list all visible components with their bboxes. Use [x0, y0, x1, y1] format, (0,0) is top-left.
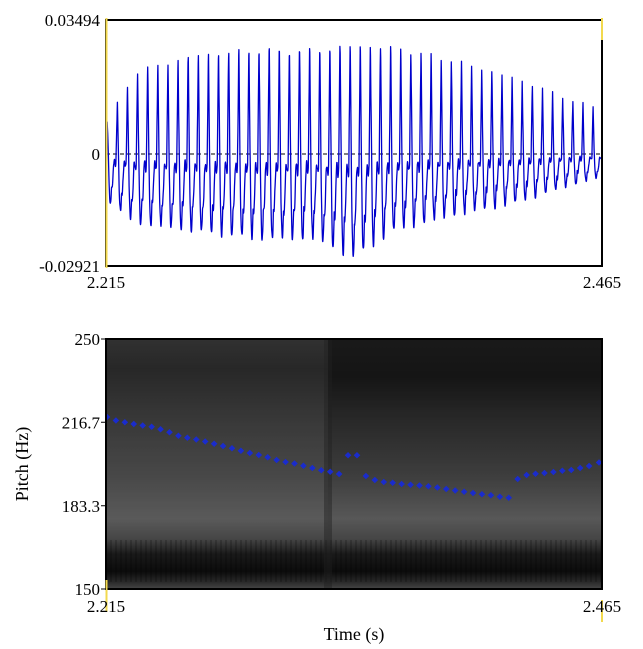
pitch-x-tick-label: 2.465 [583, 597, 621, 616]
pitch-point [335, 470, 343, 478]
pitch-point [505, 494, 513, 502]
pitch-point [541, 469, 548, 477]
pitch-point [228, 444, 236, 452]
pitch-point [550, 468, 557, 476]
pitch-point [585, 462, 593, 470]
pitch-point [291, 460, 298, 467]
pitch-y-tick-label: 216.7 [62, 413, 101, 432]
waveform-y-tick-label: 0.03494 [45, 11, 101, 30]
pitch-point [282, 458, 289, 466]
pitch-point [326, 468, 334, 476]
pitch-point [112, 417, 120, 424]
pitch-point [130, 420, 138, 428]
pitch-x-ticks: 2.215 2.465 [87, 597, 621, 616]
pitch-points [106, 413, 602, 502]
pitch-point [595, 459, 602, 466]
pitch-point [451, 487, 459, 494]
pitch-point [273, 456, 280, 464]
waveform-y-tick-label: 0 [92, 145, 101, 164]
pitch-point [407, 481, 414, 489]
pitch-point [371, 476, 379, 484]
pitch-point [121, 418, 129, 426]
pitch-y-tick-label: 183.3 [62, 497, 100, 516]
waveform-x-ticks: 2.215 2.465 [87, 273, 621, 292]
pitch-frame [105, 338, 603, 590]
pitch-point [478, 490, 486, 498]
pitch-point [264, 453, 271, 461]
pitch-point [300, 462, 307, 470]
pitch-point [559, 467, 566, 475]
pitch-point [157, 425, 164, 433]
pitch-point [148, 423, 155, 431]
pitch-x-axis-label: Time (s) [324, 624, 385, 645]
pitch-point [362, 472, 370, 480]
pitch-point [442, 485, 450, 493]
pitch-point [487, 491, 495, 499]
pitch-y-tick-label: 150 [75, 580, 101, 599]
pitch-point [353, 451, 361, 459]
pitch-point [344, 451, 352, 459]
pitch-point [523, 471, 530, 479]
waveform-x-tick-label: 2.465 [583, 273, 621, 292]
pitch-point [567, 466, 575, 474]
spectrogram-background [106, 339, 602, 589]
pitch-point [389, 479, 396, 487]
pitch-panel: 250 216.7 183.3 150 2.215 2.465 Pitch (Hz) T… [12, 330, 621, 645]
pitch-point [184, 434, 191, 442]
pitch-point [210, 440, 218, 448]
pitch-point [460, 488, 468, 496]
waveform-panel: 0.03494 0 -0.02921 2.215 2.465 [39, 11, 621, 292]
pitch-point [246, 449, 254, 457]
pitch-point [398, 480, 405, 488]
pitch-point [237, 447, 245, 455]
pitch-point [309, 464, 316, 472]
pitch-point [219, 442, 227, 450]
pitch-point [201, 438, 209, 445]
pitch-point [425, 482, 432, 490]
pitch-point [192, 436, 200, 443]
pitch-point [416, 482, 423, 489]
pitch-point [139, 422, 147, 429]
pitch-y-tick-label: 250 [75, 330, 101, 349]
pitch-point [496, 493, 504, 501]
pitch-y-ticks: 250 216.7 183.3 150 [62, 330, 106, 599]
pitch-x-tick-label: 2.215 [87, 597, 125, 616]
pitch-point [434, 484, 441, 491]
pitch-point [532, 470, 539, 478]
waveform-line [106, 45, 602, 258]
waveform-x-tick-label: 2.215 [87, 273, 125, 292]
waveform-y-tick-label: -0.02921 [39, 257, 100, 276]
pitch-y-axis-label: Pitch (Hz) [12, 427, 33, 501]
pitch-point [576, 464, 584, 472]
pitch-point [380, 478, 388, 486]
pitch-point [106, 413, 111, 421]
pitch-point [175, 432, 182, 440]
pitch-point [469, 489, 477, 497]
pitch-point [255, 451, 263, 459]
pitch-point [317, 466, 325, 474]
pitch-point [166, 428, 173, 436]
waveform-y-ticks: 0.03494 0 -0.02921 [39, 11, 100, 276]
pitch-point [514, 475, 521, 483]
